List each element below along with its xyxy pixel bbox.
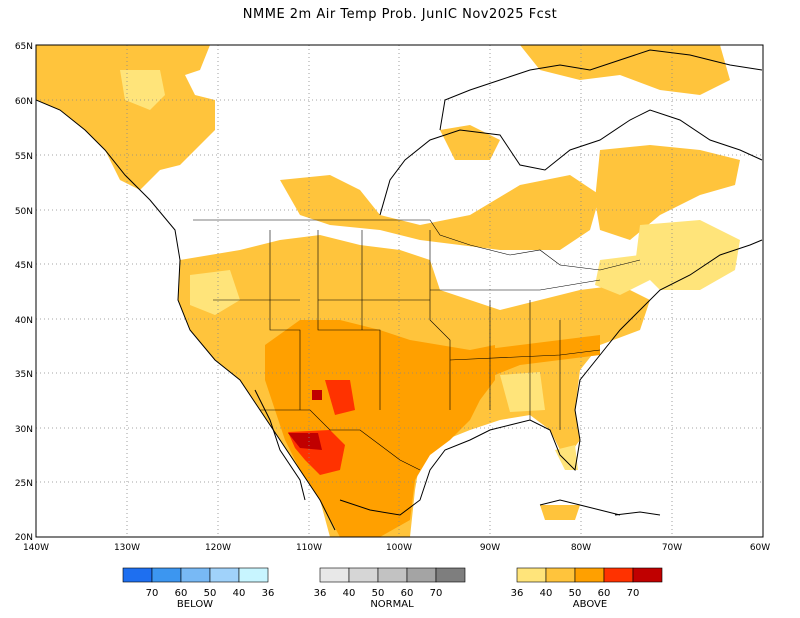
- legend-swatch-above-50: [574, 567, 605, 583]
- legend-swatch-normal-60: [406, 567, 437, 583]
- lon-tick: 60W: [750, 543, 770, 553]
- legend-swatch-above-70: [632, 567, 663, 583]
- lat-tick: 65N: [15, 42, 33, 52]
- legend-tick: 60: [175, 588, 188, 599]
- legend-below: 70 60 50 40 36 BELOW: [122, 567, 275, 610]
- lon-tick: 130W: [114, 543, 140, 553]
- probability-fill-layer: [36, 45, 740, 537]
- legend-tick: 40: [233, 588, 246, 599]
- region-sonora-dark: [288, 433, 322, 450]
- region-alaska-light: [120, 70, 165, 110]
- legend-swatch-above-40: [545, 567, 576, 583]
- borders: [193, 219, 641, 471]
- legend-swatch-below-60: [151, 567, 182, 583]
- legend-tick: 40: [343, 588, 356, 599]
- legend-normal: 36 40 50 60 70 NORMAL: [314, 567, 466, 610]
- legend-label-above: ABOVE: [573, 599, 607, 610]
- map-frame: [35, 44, 764, 538]
- region-southeast-orange: [480, 335, 600, 375]
- legend-swatch-below-36: [238, 567, 269, 583]
- legend-swatch-below-40: [209, 567, 240, 583]
- region-chihuahua-red: [325, 380, 355, 415]
- lat-tick: 30N: [15, 425, 33, 435]
- region-northeast-light: [595, 255, 650, 295]
- legend-tick: 36: [262, 588, 275, 599]
- region-alaska: [36, 45, 215, 190]
- region-quebec: [595, 145, 740, 240]
- legend-above: 36 40 50 60 70 ABOVE: [511, 567, 663, 610]
- legend-swatch-below-50: [180, 567, 211, 583]
- lat-axis: 65N 60N 55N 50N 45N 40N 35N 30N 25N 20N: [15, 42, 33, 543]
- legend-tick: 36: [314, 588, 327, 599]
- legend-tick: 70: [627, 588, 640, 599]
- lat-tick: 50N: [15, 207, 33, 217]
- legend-label-normal: NORMAL: [370, 599, 414, 610]
- legend-tick: 70: [146, 588, 159, 599]
- lat-tick: 60N: [15, 97, 33, 107]
- legend-swatch-normal-36: [319, 567, 350, 583]
- lat-tick: 20N: [15, 533, 33, 543]
- legend-swatch-normal-50: [377, 567, 408, 583]
- region-florida: [555, 445, 578, 470]
- region-northwest-light: [190, 270, 240, 315]
- legend-tick: 60: [598, 588, 611, 599]
- legend-tick: 60: [401, 588, 414, 599]
- legend-tick: 40: [540, 588, 553, 599]
- lat-tick: 35N: [15, 370, 33, 380]
- map-title: NMME 2m Air Temp Prob. JunIC Nov2025 Fcs…: [242, 7, 558, 22]
- lon-tick: 100W: [386, 543, 412, 553]
- lon-tick: 80W: [571, 543, 591, 553]
- legend-tick: 70: [430, 588, 443, 599]
- region-cuba: [540, 505, 580, 520]
- legend-tick: 50: [569, 588, 582, 599]
- legend-tick: 50: [204, 588, 217, 599]
- lon-tick: 110W: [296, 543, 322, 553]
- lon-tick: 140W: [23, 543, 49, 553]
- legend-swatch-normal-40: [348, 567, 379, 583]
- region-southeast-light: [500, 372, 545, 412]
- legend-swatch-above-60: [603, 567, 634, 583]
- lon-tick: 90W: [480, 543, 500, 553]
- lat-tick: 40N: [15, 316, 33, 326]
- legend-tick: 36: [511, 588, 524, 599]
- region-southwest: [265, 320, 495, 537]
- lon-axis: 140W 130W 120W 110W 100W 90W 80W 70W 60W: [23, 543, 770, 553]
- lon-tick: 70W: [662, 543, 682, 553]
- coastlines: [36, 45, 763, 531]
- legend-swatch-below-70: [122, 567, 153, 583]
- legend-swatch-normal-70: [435, 567, 466, 583]
- region-central-canada: [280, 175, 600, 250]
- lon-tick: 120W: [205, 543, 231, 553]
- lat-tick: 25N: [15, 479, 33, 489]
- region-arctic: [520, 45, 730, 95]
- region-maritime: [635, 220, 740, 290]
- legend-swatch-above-36: [516, 567, 547, 583]
- legend-label-below: BELOW: [177, 599, 213, 610]
- lat-tick: 55N: [15, 152, 33, 162]
- region-az-dark: [312, 390, 322, 400]
- region-hudson: [440, 125, 500, 160]
- legend-tick: 50: [372, 588, 385, 599]
- lat-tick: 45N: [15, 261, 33, 271]
